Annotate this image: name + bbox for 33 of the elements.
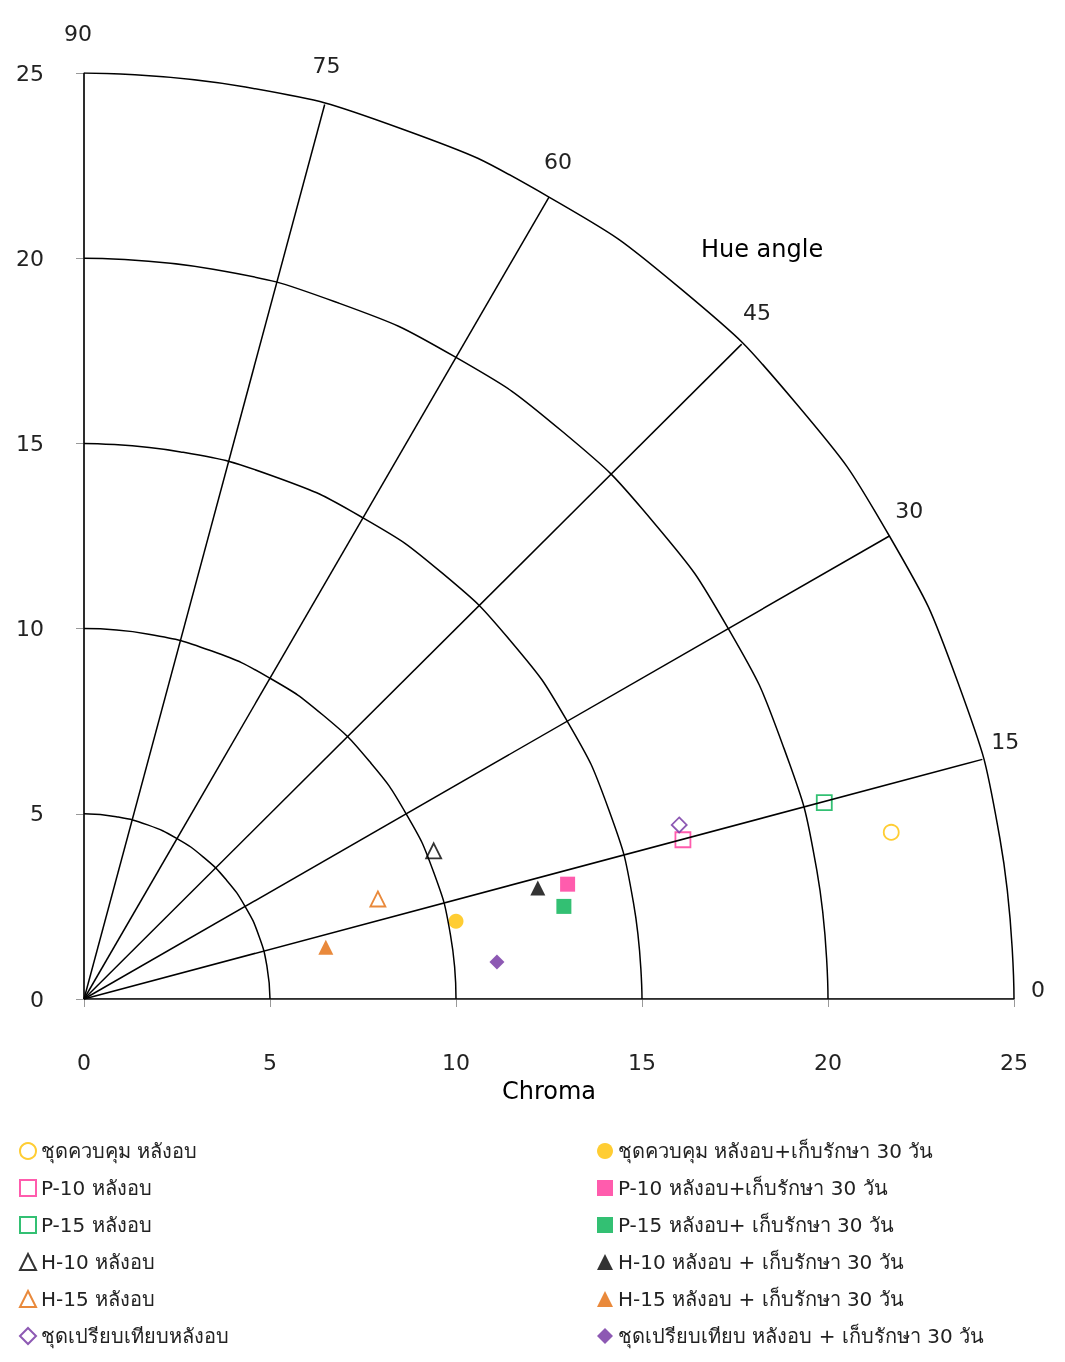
- legend-label: H-15 หลังอบ: [41, 1287, 156, 1311]
- y-tick-label: 15: [16, 430, 44, 456]
- legend-label: P-10 หลังอบ+เก็บรักษา 30 วัน: [618, 1175, 888, 1200]
- legend-label: P-10 หลังอบ: [41, 1176, 152, 1200]
- series-label: 90: [64, 20, 92, 46]
- legend-label: ชุดเปรียบเทียบหลังอบ: [41, 1324, 229, 1349]
- y-tick-label: 0: [30, 986, 44, 1012]
- series-label: 0: [1031, 976, 1045, 1002]
- y-tick-label: 10: [16, 616, 44, 642]
- x-tick-label: 20: [814, 1049, 842, 1075]
- x-tick-label: 25: [1000, 1049, 1028, 1075]
- x-tick-label: 10: [442, 1049, 470, 1075]
- y-tick-label: 20: [16, 245, 44, 271]
- x-tick-label: 5: [263, 1049, 277, 1075]
- legend-label: ชุดควบคุม หลังอบ: [41, 1139, 198, 1164]
- y-tick-label: 25: [16, 60, 44, 86]
- legend-label: H-10 หลังอบ: [41, 1250, 156, 1274]
- x-tick-label: 0: [77, 1049, 91, 1075]
- legend-label: ชุดเปรียบเทียบ หลังอบ + เก็บรักษา 30 วัน: [618, 1323, 984, 1349]
- legend-label: ชุดควบคุม หลังอบ+เก็บรักษา 30 วัน: [618, 1138, 934, 1164]
- series-label: 45: [742, 300, 771, 326]
- legend-label: P-15 หลังอบ+ เก็บรักษา 30 วัน: [618, 1212, 894, 1237]
- series-label: 60: [544, 148, 572, 174]
- annotation: Hue angle: [700, 235, 824, 264]
- legend-label: H-15 หลังอบ + เก็บรักษา 30 วัน: [618, 1286, 904, 1311]
- series-label: 15: [991, 729, 1020, 755]
- legend-label: P-15 หลังอบ: [41, 1213, 152, 1237]
- series-label: 30: [895, 498, 924, 524]
- x-tick-label: 15: [628, 1049, 656, 1075]
- y-tick-label: 5: [30, 801, 44, 827]
- x-axis-title: Chroma: [501, 1077, 597, 1105]
- legend-label: H-10 หลังอบ + เก็บรักษา 30 วัน: [618, 1249, 904, 1274]
- series-label: 75: [312, 53, 341, 79]
